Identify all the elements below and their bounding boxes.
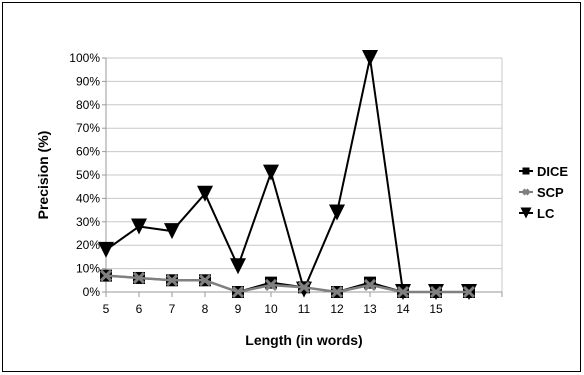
legend-item-lc: LC bbox=[519, 206, 555, 221]
y-tick-label: 70% bbox=[76, 121, 100, 135]
y-tick-label: 40% bbox=[76, 191, 100, 205]
x-tick-label: 7 bbox=[169, 302, 176, 316]
data-point-lc bbox=[98, 241, 114, 258]
series-line-scp bbox=[105, 274, 469, 294]
series-dice bbox=[100, 269, 475, 298]
y-tick-label: 80% bbox=[76, 98, 100, 112]
legend-label-lc: LC bbox=[537, 206, 555, 221]
legend-marker-lc bbox=[520, 207, 532, 219]
data-point-scp bbox=[132, 271, 146, 285]
x-tick-label: 10 bbox=[264, 302, 278, 316]
data-point-lc bbox=[329, 204, 345, 221]
data-point-scp bbox=[165, 274, 179, 287]
data-point-lc bbox=[197, 185, 213, 202]
axes-layer bbox=[102, 57, 503, 297]
data-point-scp bbox=[198, 274, 212, 287]
legend: DICE SCP LC bbox=[519, 164, 568, 221]
y-tick-label: 10% bbox=[76, 262, 100, 276]
x-tick-label: 8 bbox=[202, 302, 209, 316]
y-tick-label: 90% bbox=[76, 74, 100, 88]
y-tick-label: 100% bbox=[69, 51, 100, 65]
data-point-scp bbox=[330, 285, 344, 299]
data-point-lc bbox=[263, 164, 279, 181]
data-point-lc bbox=[362, 50, 378, 66]
y-tick-label: 50% bbox=[76, 168, 100, 182]
legend-marker-scp bbox=[522, 188, 530, 196]
x-tick-label: 11 bbox=[298, 302, 311, 316]
y-tick-label: 20% bbox=[76, 238, 100, 252]
x-tick-label: 15 bbox=[429, 302, 443, 316]
data-point-scp bbox=[429, 285, 443, 299]
x-tick-label: 12 bbox=[330, 302, 344, 316]
data-point-lc bbox=[164, 223, 180, 240]
x-tick-label: 6 bbox=[136, 302, 143, 316]
y-axis-title: Precision (%) bbox=[35, 131, 51, 220]
y-tick-label: 30% bbox=[76, 215, 100, 229]
data-point-scp bbox=[297, 281, 311, 294]
x-tick-label: 9 bbox=[235, 302, 242, 316]
series-line-dice bbox=[105, 274, 469, 293]
data-point-lc bbox=[230, 258, 246, 275]
x-tick-label: 14 bbox=[396, 302, 410, 316]
chart-frame bbox=[2, 2, 581, 372]
legend-label-scp: SCP bbox=[537, 185, 564, 200]
data-point-scp bbox=[264, 278, 278, 292]
data-point-scp bbox=[99, 269, 113, 282]
legend-item-scp: SCP bbox=[519, 185, 564, 200]
data-point-lc bbox=[131, 218, 147, 235]
labels-layer: 0% 10% 20% 30% 40% 50% 60% 70% 80% 90% 100% 5 6 7 8 9 10… bbox=[69, 51, 443, 316]
series-layer bbox=[98, 50, 477, 300]
data-point-scp bbox=[363, 278, 377, 292]
x-axis-title: Length (in words) bbox=[245, 332, 362, 348]
x-tick-label: 5 bbox=[103, 302, 110, 316]
data-point-scp bbox=[231, 285, 245, 299]
data-point-scp bbox=[396, 285, 410, 299]
legend-marker-dice bbox=[522, 167, 530, 175]
legend-label-dice: DICE bbox=[537, 164, 568, 179]
legend-item-dice: DICE bbox=[519, 164, 568, 179]
grid-layer bbox=[106, 57, 502, 270]
y-tick-label: 60% bbox=[76, 145, 100, 159]
data-point-scp bbox=[462, 285, 476, 299]
x-tick-label: 13 bbox=[363, 302, 377, 316]
y-tick-label: 0% bbox=[83, 285, 101, 299]
series-scp bbox=[99, 269, 476, 299]
